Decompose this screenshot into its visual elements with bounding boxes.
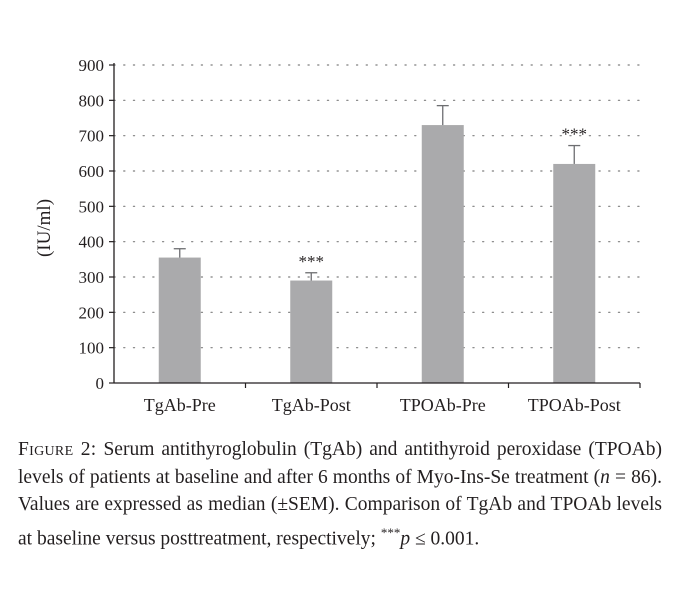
bar-TPOAb-Post bbox=[553, 163, 596, 383]
caption-p-symbol: p bbox=[400, 528, 411, 549]
y-tick-label-500: 500 bbox=[79, 197, 105, 216]
annotation-TgAb-Post: *** bbox=[299, 252, 325, 271]
bar-chart: 0 100 200 300 400 500 600 700 800 900 TgAb-Pre TgAb… bbox=[34, 56, 641, 415]
bar-TPOAb-Pre bbox=[421, 125, 464, 384]
bars bbox=[158, 125, 596, 384]
x-tick-label-TPOAb-Post: TPOAb-Post bbox=[528, 395, 621, 415]
error-bars bbox=[173, 104, 581, 281]
y-tick-label-400: 400 bbox=[79, 233, 105, 252]
bar-TgAb-Pre bbox=[158, 257, 201, 383]
tick-labels: 0 100 200 300 400 500 600 700 800 900 TgAb-Pre TgAb… bbox=[79, 56, 621, 415]
y-tick-label-300: 300 bbox=[79, 268, 105, 287]
caption-text-1: Serum antithyroglobulin (TgAb) and antit… bbox=[18, 439, 662, 488]
y-tick-label-0: 0 bbox=[96, 374, 105, 393]
y-tick-label-700: 700 bbox=[79, 127, 105, 146]
caption-text-3: ≤ 0.001. bbox=[410, 528, 480, 549]
axes bbox=[109, 63, 641, 388]
caption-n-symbol: n bbox=[600, 466, 610, 488]
caption-text-2: = 86). Values are expressed as median (±… bbox=[18, 466, 662, 550]
y-tick-label-900: 900 bbox=[79, 56, 105, 75]
y-tick-label-600: 600 bbox=[79, 162, 105, 181]
figure-caption: Figure 2: Serum antithyroglobulin (TgAb)… bbox=[18, 436, 662, 553]
annotation-TPOAb-Post: *** bbox=[562, 125, 588, 144]
x-tick-label-TPOAb-Pre: TPOAb-Pre bbox=[400, 395, 486, 415]
caption-stars: *** bbox=[380, 524, 401, 540]
y-tick-label-200: 200 bbox=[79, 303, 105, 322]
bar-TgAb-Post bbox=[290, 280, 333, 383]
y-axis-label: (IU/ml) bbox=[34, 199, 55, 257]
grid-lines bbox=[113, 64, 641, 349]
y-tick-label-800: 800 bbox=[79, 91, 105, 110]
figure-label: Figure 2: bbox=[18, 439, 97, 460]
y-tick-label-100: 100 bbox=[79, 339, 105, 358]
x-tick-label-TgAb-Pre: TgAb-Pre bbox=[144, 395, 216, 415]
significance-annotations: *** *** bbox=[299, 125, 588, 271]
x-tick-label-TgAb-Post: TgAb-Post bbox=[272, 395, 351, 415]
